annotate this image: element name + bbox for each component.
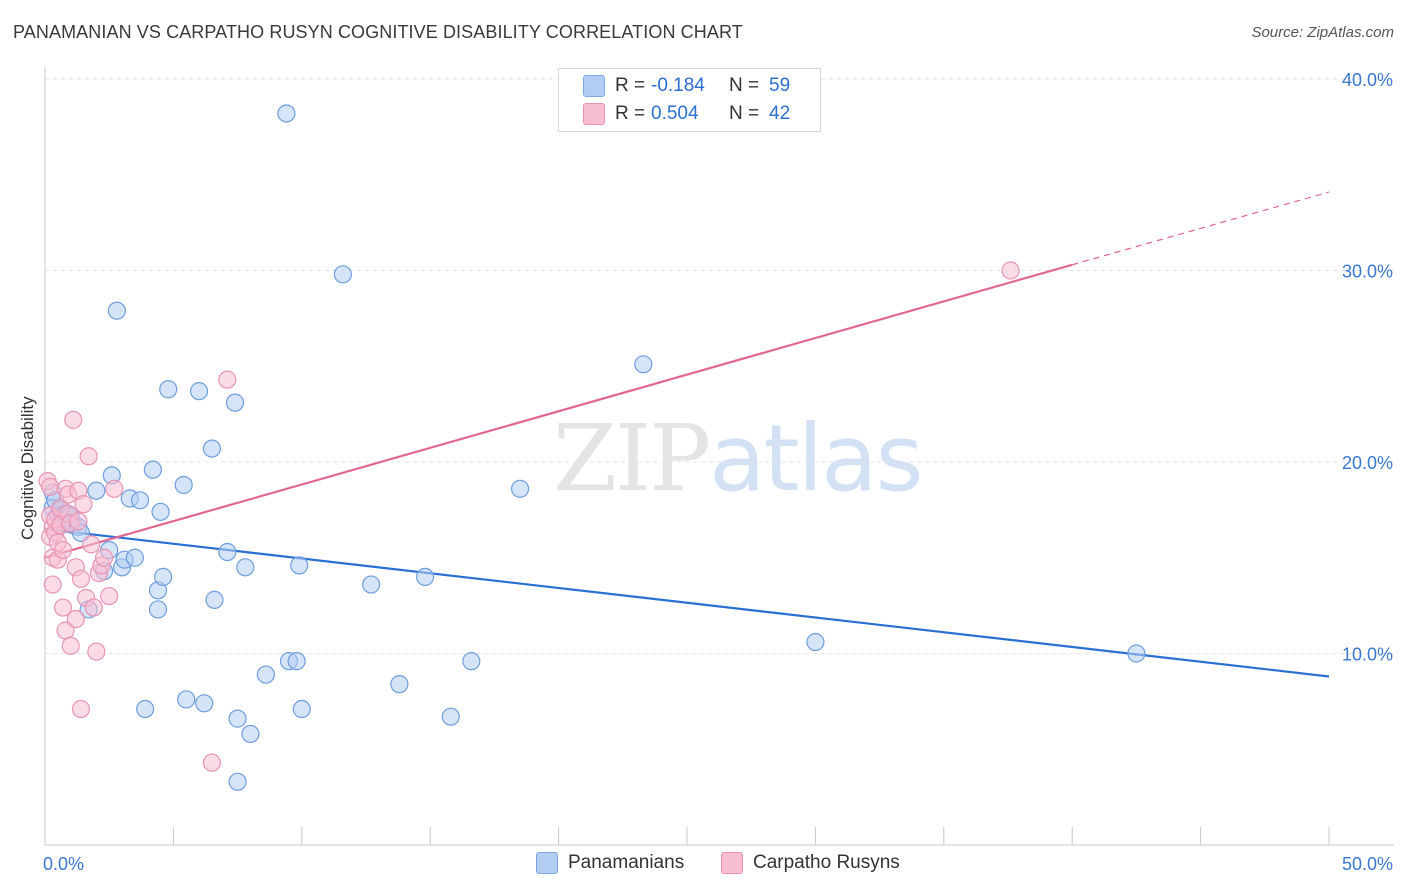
carpatho-rusyn-point (105, 479, 124, 498)
chart-title: PANAMANIAN VS CARPATHO RUSYN COGNITIVE D… (13, 22, 743, 42)
bottom-legend-swatch-pink (721, 852, 743, 874)
carpatho-rusyn-point (82, 535, 101, 554)
legend-row-carpatho-rusyns: R = 0.504 N = 42 (583, 100, 790, 128)
panamanian-point (333, 265, 352, 284)
legend-swatch-blue (583, 75, 605, 97)
y-tick-label: 20.0% (1342, 453, 1393, 473)
bottom-legend-label: Carpatho Rusyns (753, 852, 900, 873)
panamanian-point (390, 675, 409, 694)
panamanian-point (148, 600, 168, 619)
panamanian-point (174, 475, 193, 495)
y-tick-label: 10.0% (1342, 645, 1393, 665)
carpatho-rusyn-point (218, 370, 237, 389)
y-tick-label: 40.0% (1342, 70, 1393, 90)
panamanian-point (287, 652, 306, 671)
carpatho-rusyn-point (61, 636, 80, 655)
watermark-zip: ZIP (553, 405, 711, 512)
panamanian-point (241, 724, 260, 744)
carpatho-rusyn-point (53, 540, 73, 560)
panamanian-point (87, 481, 106, 500)
carpatho-rusyn-trend-line (44, 263, 1073, 559)
carpatho-rusyn-trend-extension (1072, 191, 1330, 266)
bottom-legend-panamanians: Panamanians (536, 852, 684, 874)
panamanian-point (292, 699, 311, 719)
watermark: ZIPatlas (553, 405, 924, 512)
carpatho-rusyn-point (69, 512, 88, 531)
panamanian-point (202, 439, 222, 458)
source-label: Source: ZipAtlas.com (1251, 24, 1394, 41)
panamanian-point (228, 709, 247, 728)
panamanian-point (510, 479, 530, 498)
panamanian-point (256, 665, 275, 684)
panamanian-point (290, 556, 309, 575)
carpatho-rusyn-point (202, 753, 222, 772)
panamanian-point (151, 502, 170, 521)
legend-r-label: R = (615, 75, 646, 96)
tick-labels: 10.0% 20.0% 30.0% 40.0% 0.0% 50.0% (43, 70, 1393, 874)
carpatho-rusyn-point (74, 495, 93, 514)
y-tick-label: 30.0% (1342, 262, 1393, 282)
panamanian-point (806, 632, 825, 652)
legend-n-value: 42 (769, 103, 791, 124)
carpatho-rusyn-point (41, 477, 60, 496)
carpatho-rusyn-point (53, 598, 73, 617)
panamanian-point (189, 382, 209, 401)
panamanian-trend-line (44, 527, 1330, 678)
panamanian-point (130, 491, 150, 510)
carpatho-rusyn-point (84, 598, 103, 617)
carpatho-rusyn-point (71, 569, 91, 588)
axes (44, 67, 1394, 846)
legend-swatch-pink (583, 103, 605, 125)
legend-n-value: 59 (769, 75, 791, 96)
legend-r-value: 0.504 (651, 103, 699, 124)
carpatho-rusyn-point (87, 642, 106, 661)
x-tick-label: 0.0% (43, 854, 84, 874)
carpatho-rusyn-point (71, 699, 91, 719)
carpatho-rusyn-point (79, 447, 98, 466)
carpatho-rusyn-point (1001, 261, 1020, 280)
panamanian-point (462, 652, 481, 671)
legend-r-label: R = (615, 103, 646, 124)
carpatho-rusyn-point (43, 575, 62, 594)
data-points (38, 104, 1146, 791)
panamanian-point (177, 690, 196, 709)
panamanian-point (1127, 644, 1146, 663)
bottom-legend-label: Panamanians (568, 852, 685, 873)
carpatho-rusyn-point (94, 548, 114, 567)
panamanian-point (195, 694, 214, 713)
panamanian-point (277, 104, 296, 123)
panamanian-point (441, 707, 460, 726)
legend-r-value: -0.184 (651, 75, 705, 96)
carpatho-rusyn-point (64, 410, 83, 429)
panamanian-point (415, 567, 435, 587)
panamanian-point (154, 567, 173, 587)
x-tick-label: 50.0% (1342, 854, 1393, 874)
panamanian-point (236, 558, 255, 577)
panamanian-point (218, 542, 237, 562)
panamanian-point (159, 380, 178, 399)
panamanian-point (205, 590, 224, 609)
panamanian-point (125, 548, 144, 567)
legend-box: R = -0.184 N = 59 R = 0.504 N = 42 (558, 68, 821, 132)
carpatho-rusyn-point (66, 609, 85, 629)
panamanian-point (225, 393, 245, 412)
y-axis-label: Cognitive Disability (18, 396, 37, 540)
panamanian-point (362, 575, 381, 594)
panamanian-point (107, 301, 127, 320)
watermark-atlas: atlas (709, 405, 923, 512)
carpatho-rusyn-point (100, 586, 119, 606)
trend-lines (44, 191, 1330, 678)
bottom-legend-swatch-blue (536, 852, 558, 874)
legend-n-label: N = (729, 75, 760, 96)
panamanian-point (143, 460, 162, 479)
legend-row-panamanians: R = -0.184 N = 59 (583, 72, 790, 100)
panamanian-point (634, 355, 653, 374)
panamanian-point (228, 772, 247, 791)
legend-n-label: N = (729, 103, 760, 124)
panamanian-point (136, 699, 155, 719)
bottom-legend-carpatho-rusyns: Carpatho Rusyns (721, 852, 900, 874)
